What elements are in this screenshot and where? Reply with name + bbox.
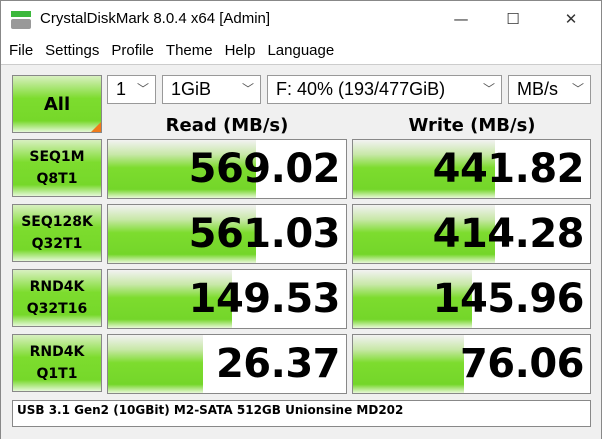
write-value: 145.96 (432, 276, 585, 322)
corner-marker (91, 122, 101, 132)
test-queue: Q8T1 (36, 171, 78, 187)
size-select[interactable]: 1GiB ﹀ (162, 75, 261, 104)
maximize-button[interactable]: ☐ (506, 10, 520, 28)
chevron-down-icon: ﹀ (482, 82, 495, 96)
menu-theme[interactable]: Theme (165, 42, 213, 59)
read-value: 569.02 (188, 146, 341, 192)
write-result: 441.82 (352, 139, 591, 199)
write-value: 76.06 (459, 341, 585, 387)
test-button-2[interactable]: RND4K Q32T16 (12, 269, 102, 327)
menu-profile[interactable]: Profile (111, 42, 154, 59)
write-result: 414.28 (352, 204, 591, 264)
read-bar (108, 335, 204, 393)
menu-bar: File Settings Profile Theme Help Languag… (1, 39, 338, 63)
menu-file[interactable]: File (9, 42, 34, 59)
test-button-0[interactable]: SEQ1M Q8T1 (12, 139, 102, 197)
title-bar: CrystalDiskMark 8.0.4 x64 [Admin] — ☐ ✕ (1, 1, 601, 37)
read-value: 149.53 (188, 276, 341, 322)
write-result: 76.06 (352, 334, 591, 394)
menu-settings[interactable]: Settings (45, 42, 100, 59)
read-bar (108, 205, 256, 263)
chevron-down-icon: ﹀ (571, 82, 584, 96)
menu-help[interactable]: Help (224, 42, 256, 59)
read-result: 26.37 (107, 334, 347, 394)
test-name: RND4K (29, 279, 85, 295)
read-header: Read (MB/s) (165, 115, 289, 136)
all-label: All (43, 93, 71, 115)
test-name: SEQ128K (21, 214, 93, 230)
unit-value: MB/s (517, 79, 559, 99)
size-value: 1GiB (171, 79, 212, 99)
comment-field[interactable]: USB 3.1 Gen2 (10GBit) M2-SATA 512GB Unio… (12, 400, 591, 427)
count-value: 1 (116, 79, 127, 99)
write-bar (353, 205, 496, 263)
read-value: 561.03 (188, 211, 341, 257)
test-queue: Q32T1 (31, 236, 83, 252)
test-name: SEQ1M (29, 149, 85, 165)
window-title: CrystalDiskMark 8.0.4 x64 [Admin] (40, 10, 271, 27)
close-button[interactable]: ✕ (564, 10, 578, 28)
write-bar (353, 140, 496, 198)
read-value: 26.37 (215, 341, 341, 387)
read-bar (108, 270, 232, 328)
read-bar (108, 140, 256, 198)
drive-select[interactable]: F: 40% (193/477GiB) ﹀ (267, 75, 502, 104)
test-name: RND4K (29, 344, 85, 360)
write-header: Write (MB/s) (408, 115, 536, 136)
chevron-down-icon: ﹀ (136, 82, 149, 96)
test-queue: Q32T16 (26, 301, 88, 317)
read-result: 561.03 (107, 204, 347, 264)
write-bar (353, 270, 472, 328)
test-button-3[interactable]: RND4K Q1T1 (12, 334, 102, 392)
menu-language[interactable]: Language (267, 42, 335, 59)
app-icon (11, 11, 31, 29)
write-value: 414.28 (432, 211, 585, 257)
read-result: 569.02 (107, 139, 347, 199)
read-result: 149.53 (107, 269, 347, 329)
write-bar (353, 335, 465, 393)
unit-select[interactable]: MB/s ﹀ (508, 75, 591, 104)
test-queue: Q1T1 (36, 366, 78, 382)
minimize-button[interactable]: — (453, 10, 469, 28)
write-result: 145.96 (352, 269, 591, 329)
all-button[interactable]: All (12, 75, 102, 133)
drive-value: F: 40% (193/477GiB) (276, 79, 446, 99)
write-value: 441.82 (432, 146, 585, 192)
chevron-down-icon: ﹀ (241, 82, 254, 96)
count-select[interactable]: 1 ﹀ (107, 75, 156, 104)
test-button-1[interactable]: SEQ128K Q32T1 (12, 204, 102, 262)
